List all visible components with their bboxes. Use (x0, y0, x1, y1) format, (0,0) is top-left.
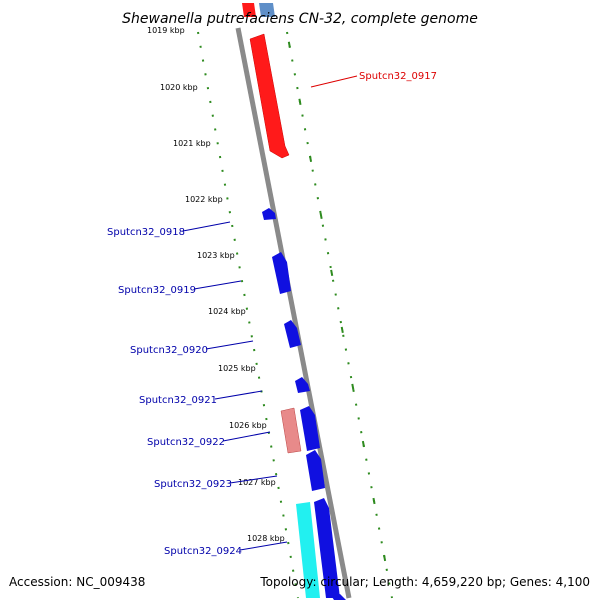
kbp-label: 1020 kbp (160, 83, 198, 92)
gene-arrow-0924 (314, 498, 340, 598)
gene-arrow-0923 (306, 450, 325, 491)
kbp-label: 1027 kbp (238, 478, 276, 487)
outer-tick-track-major (286, 31, 393, 599)
gene-arrow-0924-cyan (296, 502, 320, 598)
kbp-label: 1024 kbp (208, 307, 246, 316)
gene-label-0917: Sputcn32_0917 (359, 71, 437, 82)
topology-text: Topology: circular; Length: 4,659,220 bp… (259, 575, 590, 589)
genome-backbone (235, 27, 352, 599)
gene-fragment-lightblue (259, 3, 275, 17)
genome-title: Shewanella putrefaciens CN-32, complete … (122, 11, 478, 27)
kbp-label: 1022 kbp (185, 195, 223, 204)
gene-fragment-bottom (332, 594, 346, 600)
gene-label-0918: Sputcn32_0918 (107, 227, 185, 238)
kbp-label: 1019 kbp (147, 26, 185, 35)
kbp-label: 1023 kbp (197, 251, 235, 260)
gene-arrow-0922-pink (280, 407, 302, 454)
kbp-label: 1025 kbp (218, 364, 256, 373)
gene-label-0922: Sputcn32_0922 (147, 437, 225, 448)
callout-line-0922 (222, 431, 271, 442)
gene-arrow-0921 (295, 377, 310, 393)
gene-arrow-0918 (262, 208, 276, 220)
callout-line-0923 (229, 475, 278, 484)
callout-line-0920 (205, 340, 254, 350)
kbp-label: 1028 kbp (247, 534, 285, 543)
gene-fragment-red (242, 3, 256, 17)
gene-arrow-0917 (249, 33, 290, 159)
kbp-label: 1021 kbp (173, 139, 211, 148)
gene-arrow-0922 (300, 406, 320, 451)
callout-line-0918 (182, 221, 231, 232)
callout-line-0917 (310, 75, 358, 88)
gene-label-0919: Sputcn32_0919 (118, 285, 196, 296)
callout-line-0919 (193, 280, 242, 290)
callout-line-0924 (239, 541, 288, 551)
gene-label-0924: Sputcn32_0924 (164, 546, 242, 557)
gene-arrow-0919 (272, 252, 291, 294)
gene-label-0921: Sputcn32_0921 (139, 395, 217, 406)
gene-label-0920: Sputcn32_0920 (130, 345, 208, 356)
callout-line-0921 (214, 390, 263, 400)
gene-arrow-0920 (284, 320, 301, 348)
accession-text: Accession: NC_009438 (9, 575, 145, 589)
gene-label-0923: Sputcn32_0923 (154, 479, 232, 490)
kbp-label: 1026 kbp (229, 421, 267, 430)
